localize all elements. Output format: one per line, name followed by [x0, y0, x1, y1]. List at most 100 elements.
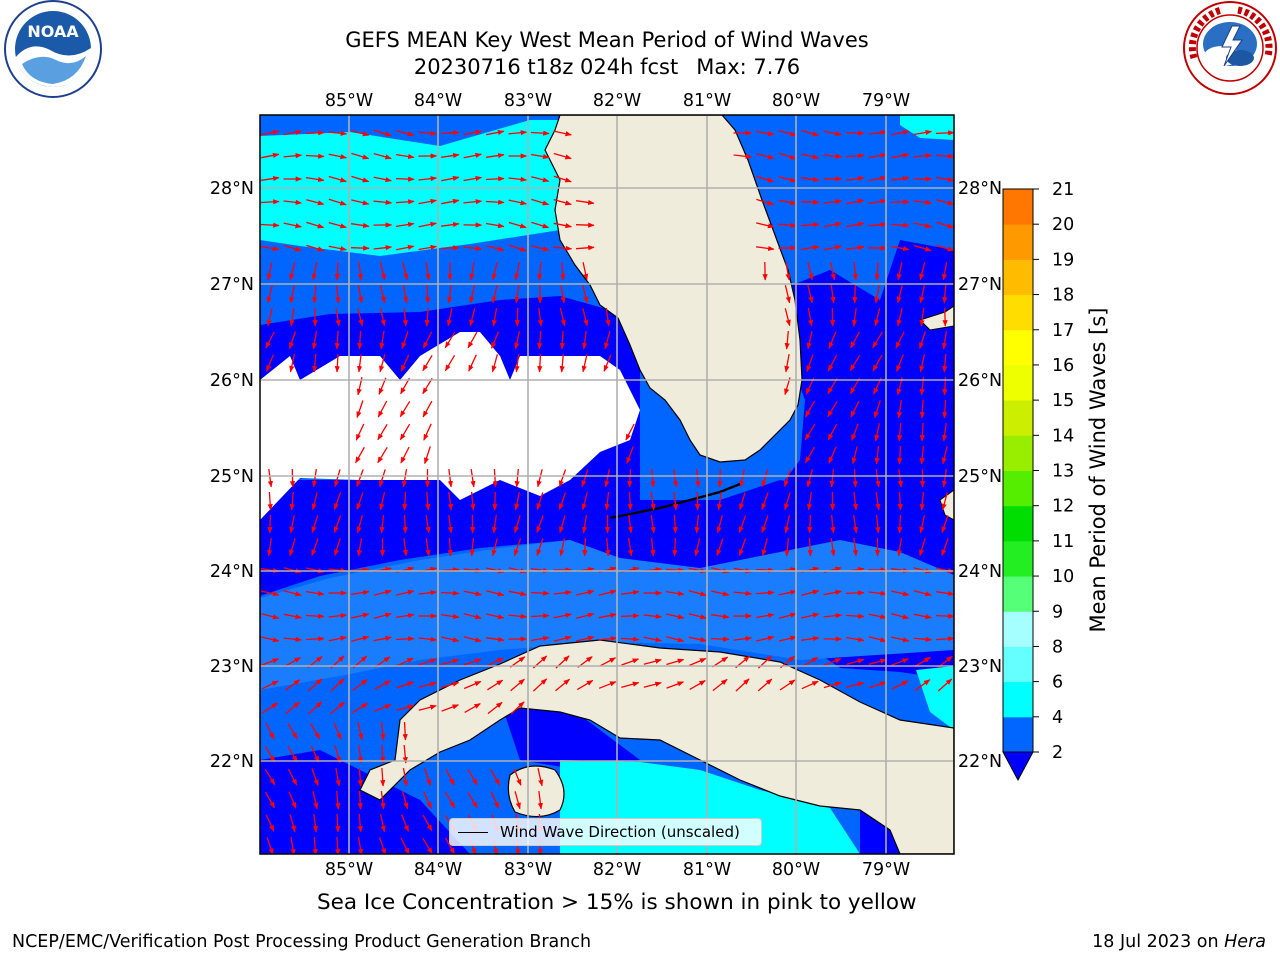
wave-direction-arrow	[289, 814, 296, 833]
wave-direction-arrow	[875, 514, 881, 534]
wave-direction-arrow	[335, 836, 341, 854]
wave-direction-arrow	[305, 176, 325, 183]
wave-direction-arrow	[422, 377, 433, 395]
colorbar-segment	[1003, 576, 1033, 612]
wave-direction-arrow	[919, 491, 925, 511]
lat-label-left: 24°N	[210, 562, 254, 582]
wave-direction-arrow	[351, 175, 370, 183]
lat-label-left: 23°N	[210, 657, 254, 677]
wave-direction-arrow	[695, 468, 701, 488]
colorbar-tick-label: 9	[1052, 602, 1063, 622]
wave-direction-arrow	[935, 176, 954, 183]
wave-direction-arrow	[784, 308, 791, 327]
wave-direction-arrow	[891, 176, 910, 182]
wave-direction-arrow	[891, 590, 910, 597]
wave-direction-arrow	[401, 468, 408, 488]
wave-direction-arrow	[581, 492, 588, 511]
lon-label-top: 79°W	[862, 91, 910, 111]
wave-direction-arrow	[357, 836, 364, 854]
lon-label-bottom: 80°W	[772, 860, 820, 880]
wave-direction-arrow	[445, 768, 455, 786]
wave-direction-arrow	[688, 657, 707, 667]
wave-direction-arrow	[374, 680, 391, 690]
wave-direction-arrow	[672, 492, 678, 511]
wave-direction-arrow	[463, 152, 482, 159]
wave-direction-arrow	[425, 538, 431, 557]
wave-direction-arrow	[874, 400, 881, 419]
colorbar-tick-label: 20	[1052, 215, 1074, 235]
wave-direction-arrow	[532, 678, 548, 692]
wave-direction-arrow	[380, 744, 386, 764]
lat-label-right: 24°N	[958, 562, 1002, 582]
wave-direction-arrow	[357, 285, 364, 304]
wave-direction-arrow	[868, 613, 887, 620]
wave-direction-arrow	[425, 491, 431, 511]
wave-direction-arrow	[357, 722, 364, 741]
wave-direction-arrow	[356, 469, 364, 488]
wave-direction-arrow	[487, 701, 503, 715]
wave-direction-arrow	[463, 245, 483, 251]
colorbar: 2 4 6 8 9 10 11 12 13 14 15 16 17 18 19 20 21	[1002, 180, 1074, 782]
wave-direction-arrow	[941, 515, 949, 534]
wave-direction-arrow	[942, 423, 948, 442]
wave-direction-arrow	[530, 635, 550, 642]
wave-direction-arrow	[356, 515, 363, 534]
wave-direction-arrow	[287, 722, 298, 740]
wave-direction-arrow	[311, 768, 319, 787]
colorbar-tick-label: 15	[1052, 391, 1074, 411]
wave-direction-arrow	[604, 492, 610, 511]
wave-direction-arrow	[290, 836, 296, 854]
colorbar-tick-label: 11	[1052, 532, 1074, 552]
wave-direction-arrow	[783, 469, 792, 488]
wave-direction-arrow	[486, 590, 505, 597]
wave-direction-arrow	[801, 589, 820, 596]
wave-direction-arrow	[537, 261, 543, 281]
wave-direction-arrow	[514, 354, 520, 373]
wave-direction-arrow	[827, 377, 838, 395]
wave-direction-arrow	[418, 704, 437, 711]
wave-direction-arrow	[784, 285, 791, 304]
wave-direction-arrow	[283, 613, 302, 620]
wave-direction-arrow	[830, 285, 836, 304]
period-field-below-2-sw	[260, 750, 470, 854]
wave-direction-arrow	[423, 768, 432, 787]
footer-date: 18 Jul 2023 on Hera	[1092, 932, 1266, 952]
wave-direction-arrow	[289, 515, 295, 534]
wave-direction-arrow	[672, 469, 679, 488]
wave-direction-arrow	[334, 538, 341, 557]
lon-label-top: 84°W	[414, 91, 462, 111]
wave-direction-arrow	[400, 377, 410, 395]
colorbar-tick-label: 14	[1052, 426, 1074, 446]
nws-logo-icon	[1183, 1, 1277, 95]
wave-direction-arrow	[350, 245, 370, 251]
wave-direction-arrow	[486, 152, 505, 159]
wave-direction-arrow	[560, 284, 566, 304]
wave-direction-arrow	[604, 331, 611, 350]
wave-direction-arrow	[401, 791, 409, 810]
wave-direction-arrow	[264, 745, 276, 763]
wave-direction-arrow	[896, 308, 903, 327]
wave-direction-arrow	[828, 446, 837, 464]
lon-label-bottom: 79°W	[862, 860, 910, 880]
wave-direction-arrow	[486, 613, 505, 620]
wave-direction-arrow	[827, 423, 838, 441]
wave-direction-arrow	[470, 491, 476, 511]
wave-direction-arrow	[755, 612, 775, 619]
wave-direction-arrow	[401, 331, 409, 350]
wave-direction-arrow	[823, 221, 842, 228]
wave-direction-arrow	[283, 199, 303, 205]
wave-direction-arrow	[868, 636, 887, 643]
wave-direction-arrow	[801, 656, 819, 668]
wave-direction-arrow	[379, 492, 386, 511]
lat-label-right: 22°N	[958, 752, 1002, 772]
wave-direction-arrow	[739, 492, 746, 511]
wave-direction-arrow	[710, 636, 730, 642]
wave-direction-arrow	[536, 515, 544, 534]
wave-direction-arrow	[582, 285, 589, 304]
wave-direction-arrow	[441, 222, 460, 228]
wave-direction-arrow	[823, 199, 843, 205]
wave-direction-arrow	[357, 354, 363, 373]
wave-direction-arrow	[514, 262, 521, 281]
wave-direction-arrow	[778, 152, 797, 160]
wave-direction-arrow	[627, 468, 633, 488]
